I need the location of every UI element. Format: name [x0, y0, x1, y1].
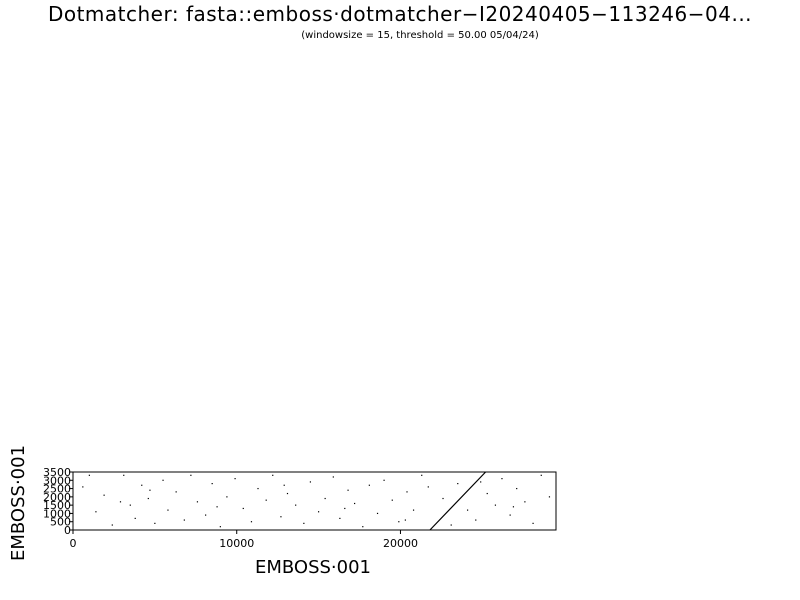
dot-points	[82, 474, 551, 528]
dot-point	[286, 492, 289, 495]
dot-point	[234, 478, 236, 480]
dot-point	[196, 501, 199, 503]
y-tick-label: 2000	[43, 491, 71, 504]
dot-point	[219, 526, 221, 528]
dot-point	[324, 497, 326, 500]
dot-point	[167, 509, 169, 511]
dot-point	[427, 486, 429, 488]
dot-point	[257, 487, 259, 490]
x-tick-label: 0	[70, 537, 77, 550]
dot-point	[339, 517, 341, 519]
dot-point	[376, 512, 379, 515]
dot-point	[280, 516, 282, 518]
dot-point	[501, 478, 503, 480]
dot-point	[205, 514, 207, 516]
dot-point	[103, 494, 105, 496]
dot-point	[283, 484, 285, 486]
dot-point	[466, 509, 469, 511]
dot-point	[532, 522, 534, 524]
dot-point	[119, 501, 122, 503]
dot-point	[354, 502, 356, 505]
dot-point	[421, 474, 423, 476]
dot-point	[250, 521, 253, 523]
dot-point	[175, 491, 177, 493]
y-axis-label: EMBOSS·001	[8, 445, 29, 561]
dot-point	[391, 499, 393, 501]
dot-point	[134, 517, 136, 519]
plot-frame	[72, 471, 557, 531]
dot-point	[95, 511, 97, 513]
diagonal-match-line	[429, 471, 487, 531]
dot-point	[162, 479, 164, 481]
chart-subtitle: (windowsize = 15, threshold = 50.00 05/0…	[301, 30, 539, 41]
dot-point	[226, 496, 228, 498]
dot-point	[154, 522, 156, 524]
dot-point	[123, 474, 125, 476]
y-tick-label: 3000	[43, 474, 71, 487]
dot-point	[540, 474, 542, 476]
dot-point	[295, 504, 297, 506]
y-tick-label: 2500	[43, 483, 71, 496]
chart-title: Dotmatcher: fasta::emboss·dotmatcher−I20…	[47, 2, 753, 26]
dot-point	[242, 507, 244, 510]
dot-point	[398, 521, 400, 523]
dot-point	[347, 489, 349, 491]
y-tick-label: 3500	[43, 466, 71, 479]
dot-point	[494, 504, 497, 506]
dot-point	[317, 511, 320, 513]
dot-point	[368, 484, 370, 486]
x-axis-label: EMBOSS·001	[255, 557, 371, 578]
x-axis-ticks: 0 10000 20000	[70, 530, 418, 550]
dot-point	[442, 497, 444, 500]
dot-point	[147, 497, 149, 500]
dot-point	[362, 526, 364, 528]
dot-point	[129, 504, 131, 506]
dot-point	[512, 506, 515, 508]
dot-point	[406, 491, 408, 493]
x-tick-label: 10000	[219, 537, 254, 550]
dot-point	[412, 509, 415, 511]
dot-point	[211, 483, 213, 485]
dot-point	[475, 519, 477, 521]
dot-point	[265, 499, 267, 501]
dot-point	[183, 519, 185, 521]
dot-point	[383, 479, 385, 481]
dot-point	[149, 489, 151, 491]
dot-point	[509, 514, 511, 516]
dot-point	[524, 501, 526, 503]
dot-point	[272, 474, 274, 476]
dot-point	[190, 474, 192, 476]
dot-point	[141, 484, 143, 486]
y-tick-label: 1000	[43, 507, 71, 520]
dot-point	[82, 486, 84, 488]
dot-point	[332, 476, 334, 478]
x-tick-label: 20000	[383, 537, 418, 550]
dot-point	[111, 524, 113, 526]
dot-point	[303, 522, 305, 524]
dot-point	[548, 496, 551, 498]
dot-point	[486, 492, 488, 495]
dot-point	[216, 506, 218, 508]
dot-point	[450, 524, 452, 526]
y-tick-label: 0	[64, 524, 71, 537]
dot-point	[344, 507, 346, 510]
dot-point	[404, 519, 406, 521]
dot-point	[516, 487, 518, 490]
dot-point	[309, 481, 312, 483]
dot-point	[480, 481, 482, 483]
y-tick-label: 1500	[43, 499, 71, 512]
y-tick-label: 500	[50, 516, 71, 529]
dot-point	[457, 483, 459, 485]
dot-point	[88, 474, 90, 476]
